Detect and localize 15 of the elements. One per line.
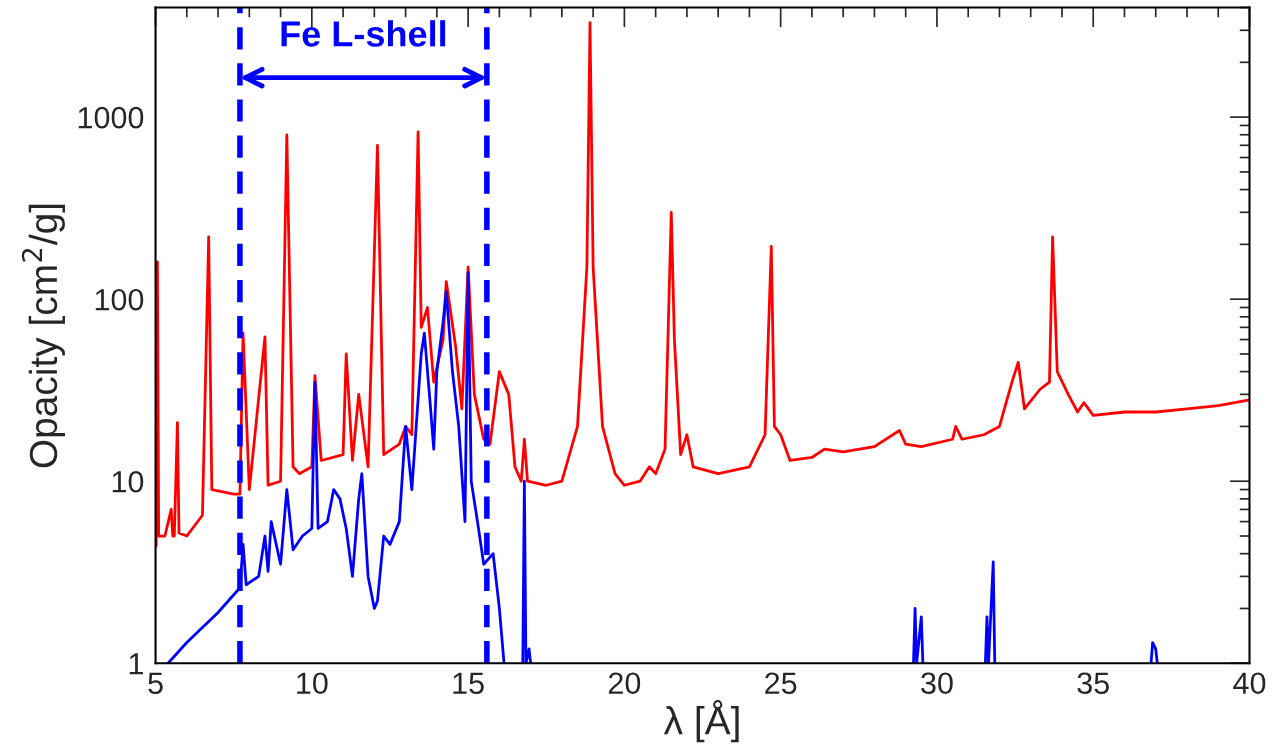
y-tick-label: 100 <box>95 288 144 311</box>
y-tick-label: 1000 <box>78 106 144 129</box>
x-tick-label: 30 <box>921 672 953 695</box>
x-tick-label: 15 <box>453 672 484 695</box>
y-tick-label: 1 <box>129 653 143 675</box>
x-tick-label: 35 <box>1077 672 1109 695</box>
x-axis-title: λ [Å] <box>663 700 739 743</box>
x-tick-label: 5 <box>148 672 163 695</box>
x-tick-label: 25 <box>765 672 797 695</box>
x-tick-label: 20 <box>608 672 641 695</box>
y-axis-title: Opacity [cm$^{2}$/g] <box>21 204 65 468</box>
x-tick-label: 10 <box>297 672 328 695</box>
annotation: Fe L-shell <box>281 20 446 47</box>
x-tick-label: 40 <box>1233 672 1266 695</box>
y-tick-label: 10 <box>112 470 144 493</box>
